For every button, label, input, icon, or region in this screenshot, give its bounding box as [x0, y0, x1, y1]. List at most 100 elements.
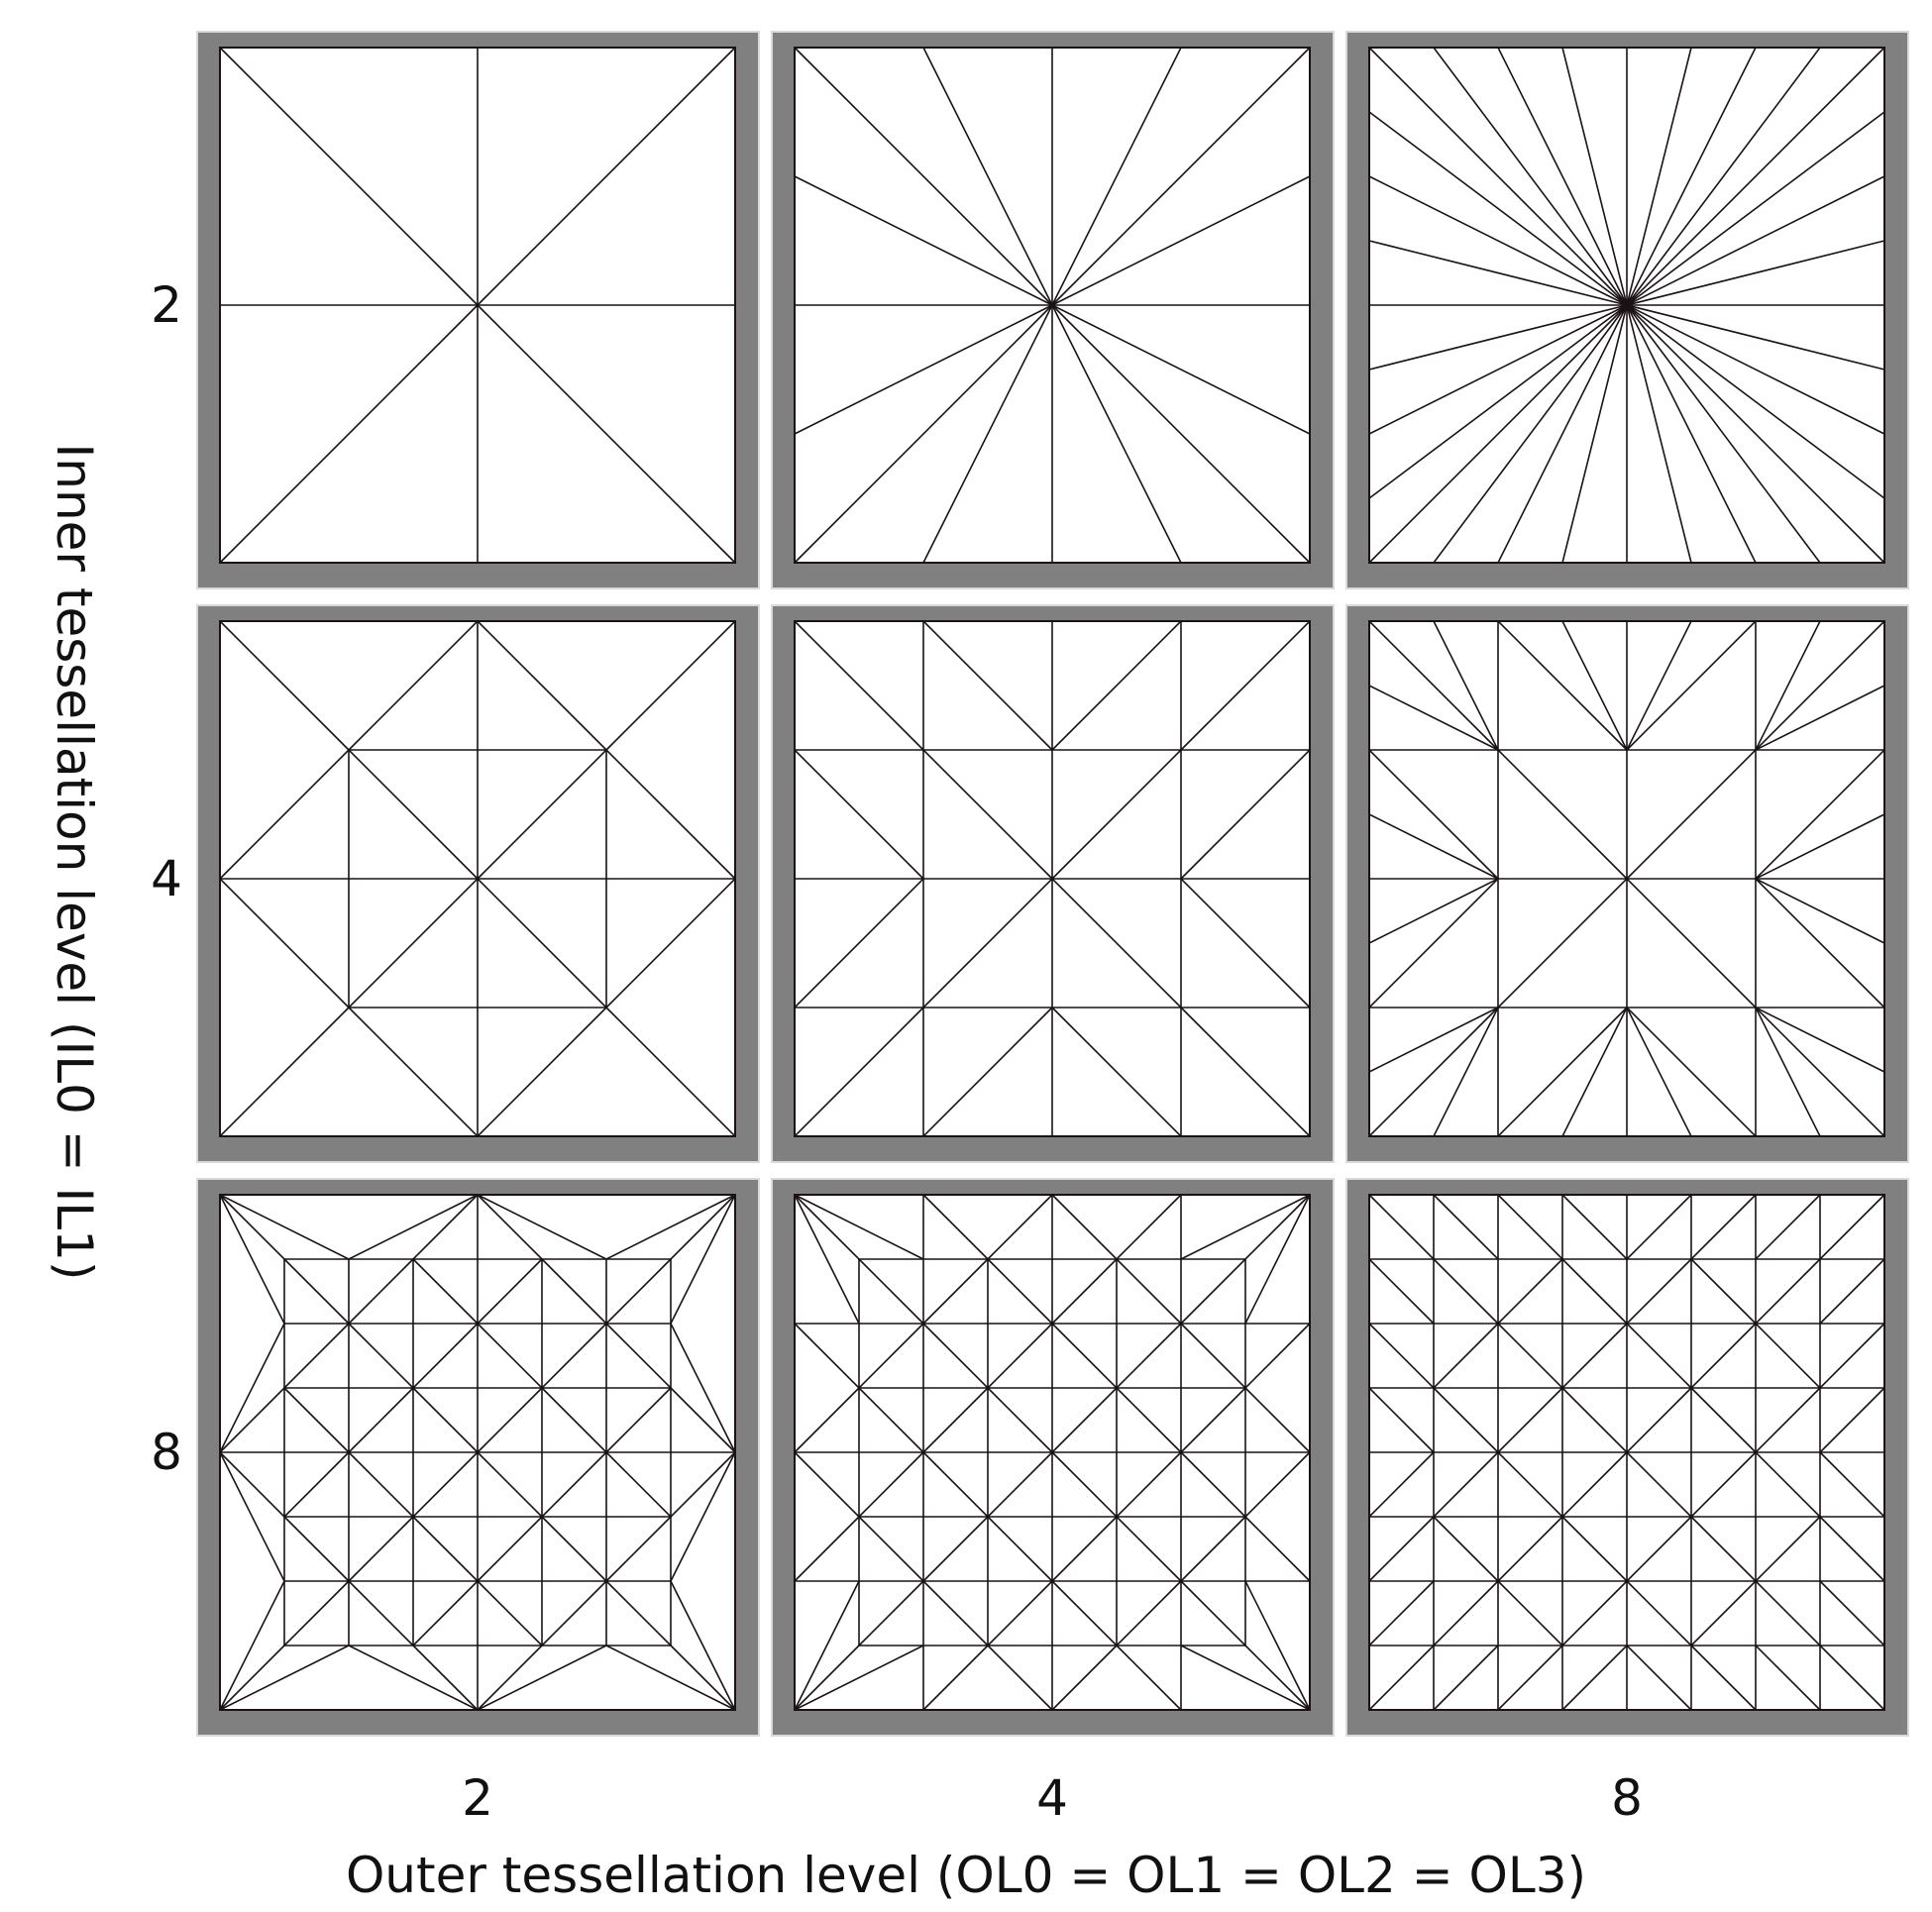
row-tick-label: 4 [151, 850, 182, 907]
mesh-edge [1755, 749, 1885, 880]
mesh-edge [987, 1323, 1053, 1389]
mesh-edge [922, 749, 1053, 880]
mesh-edge [219, 1451, 285, 1518]
mesh-edge [219, 1387, 285, 1453]
mesh-edge [1755, 813, 1885, 880]
mesh-edge [1368, 47, 1628, 306]
mesh-edge [1626, 620, 1757, 751]
mesh-edge [1433, 1516, 1499, 1582]
mesh-edge [922, 47, 1053, 306]
mesh-edge [1690, 1580, 1757, 1646]
tessellation-panel [196, 1178, 760, 1737]
mesh-edge [1626, 1194, 1692, 1260]
mesh-edge [794, 304, 1053, 435]
mesh-edge [1244, 1323, 1311, 1389]
mesh-edge [1626, 304, 1821, 564]
mesh-edge [1755, 1194, 1821, 1260]
mesh-edge [858, 1451, 924, 1518]
mesh-edge [219, 1645, 285, 1711]
mesh-edge [1497, 1516, 1563, 1582]
mesh-edge [1819, 1516, 1885, 1582]
mesh-edge [1051, 749, 1182, 880]
mesh-edge [1180, 1645, 1311, 1711]
mesh-edge [348, 1451, 414, 1518]
mesh-edge [1626, 878, 1757, 1009]
mesh-edge [412, 1258, 479, 1325]
mesh-edge [1116, 1516, 1182, 1582]
mesh-edge [1368, 1516, 1435, 1582]
mesh-edge [858, 1387, 924, 1453]
mesh-edge [1116, 1580, 1182, 1646]
mesh-edge [1561, 1451, 1628, 1518]
mesh-edge [1819, 1258, 1885, 1325]
mesh-edge [1433, 1645, 1499, 1711]
mesh-edge [1497, 749, 1628, 880]
mesh-edge [794, 1645, 860, 1711]
mesh-edge [1368, 175, 1628, 306]
mesh-edge [1116, 1258, 1182, 1325]
mesh-edge [477, 749, 607, 880]
mesh-edge [1755, 1387, 1821, 1453]
mesh-edge [1626, 47, 1692, 306]
mesh-edge [219, 304, 479, 564]
mesh-edge [541, 1451, 607, 1518]
mesh-edge [1626, 1007, 1692, 1137]
mesh-edge [1368, 1258, 1435, 1325]
mesh-edge [605, 1323, 672, 1389]
mesh-edge [1626, 304, 1885, 435]
mesh-edge [1051, 1007, 1182, 1137]
mesh-edge [1368, 304, 1628, 435]
row-tick-label: 8 [151, 1424, 182, 1481]
mesh-edge [348, 1516, 414, 1582]
mesh-edge [1051, 620, 1182, 751]
mesh-edge [412, 1387, 479, 1453]
row-tick-label: 2 [151, 276, 182, 334]
mesh-edge [1497, 1323, 1563, 1389]
mesh-edge [922, 304, 1053, 564]
mesh-edge [987, 1516, 1053, 1582]
mesh-edge [1819, 1323, 1885, 1389]
mesh-edges [794, 620, 1311, 1137]
mesh-edge [858, 1323, 924, 1389]
mesh-edge [1180, 1323, 1246, 1389]
mesh-edge [1755, 878, 1885, 944]
mesh-edge [922, 1451, 989, 1518]
domain-border [1368, 620, 1885, 1137]
y-axis-label: Inner tessellation level (IL0 = IL1) [46, 443, 103, 1281]
mesh-edge [1051, 175, 1311, 306]
mesh-edge [1561, 1194, 1628, 1260]
mesh-edge [1433, 1387, 1499, 1453]
mesh-edge [1116, 1451, 1182, 1518]
mesh-edge [477, 1194, 543, 1260]
mesh-edge [1755, 620, 1885, 751]
mesh-edge [922, 620, 1053, 751]
mesh-edge [219, 47, 479, 306]
mesh-edge [605, 1194, 736, 1260]
domain-border [1368, 1194, 1885, 1711]
x-axis-label: Outer tessellation level (OL0 = OL1 = OL… [345, 1847, 1587, 1904]
mesh-edges [794, 47, 1311, 564]
mesh-edge [1368, 304, 1628, 371]
mesh-edge [1051, 1194, 1118, 1260]
mesh-edge [541, 1387, 607, 1453]
mesh-edge [1180, 878, 1311, 1009]
mesh-edge [283, 1451, 350, 1518]
mesh-edge [1180, 1516, 1246, 1582]
column-tick-label: 4 [1036, 1769, 1068, 1827]
mesh-edge [922, 1645, 989, 1711]
mesh-edge [858, 1516, 924, 1582]
mesh-edge [1626, 175, 1885, 306]
mesh-edge [348, 1007, 479, 1137]
mesh-edge [1116, 1387, 1182, 1453]
mesh-edge [1368, 304, 1628, 564]
mesh-edge [1244, 1580, 1311, 1711]
mesh-edge [1626, 240, 1885, 306]
mesh-edge [605, 1258, 672, 1325]
mesh-edge [348, 878, 479, 1009]
mesh-edge [477, 1323, 543, 1389]
mesh-edge [922, 1323, 989, 1389]
mesh-edge [794, 1516, 860, 1582]
mesh-edge [541, 1580, 607, 1646]
mesh-edge [1755, 1007, 1885, 1137]
mesh-edges [1368, 47, 1885, 564]
